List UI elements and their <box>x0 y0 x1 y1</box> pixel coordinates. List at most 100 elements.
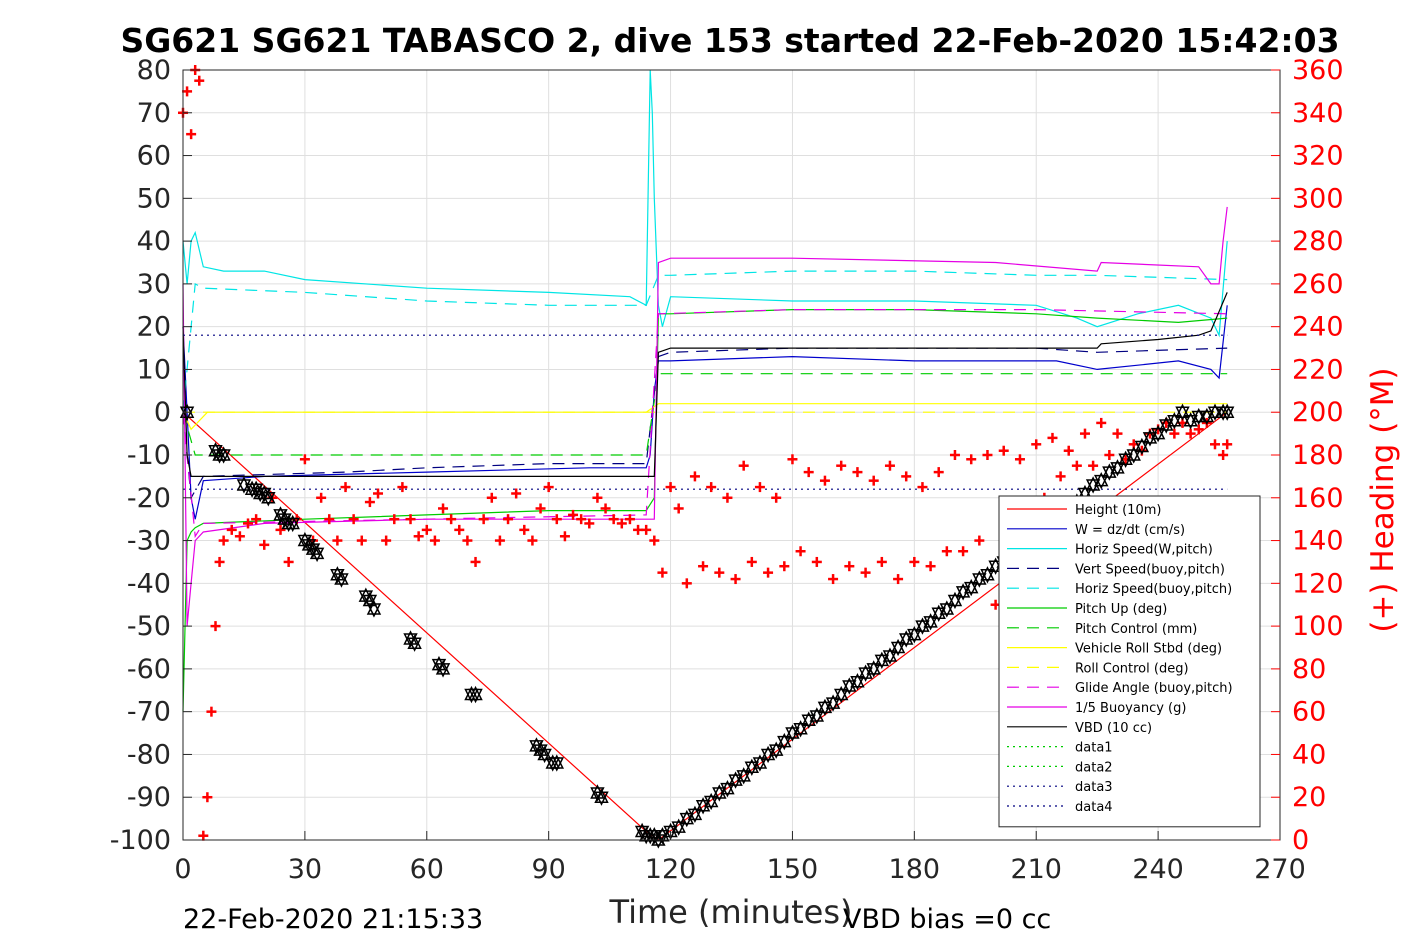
heading-point <box>446 514 457 525</box>
bottom-tick-label: 240 <box>1132 854 1184 885</box>
legend-entry: Horiz Speed(W,pitch) <box>1075 543 1213 558</box>
marker-triangle-down <box>1207 406 1223 421</box>
right-tick-label: 60 <box>1292 697 1326 728</box>
heading-point <box>397 482 408 493</box>
height-marker <box>407 634 422 652</box>
left-tick-label: 50 <box>137 183 171 214</box>
marker-triangle-up <box>907 625 922 641</box>
marker-triangle-up <box>1126 446 1141 461</box>
marker-triangle-down <box>793 723 808 738</box>
marker-triangle-down <box>407 637 422 652</box>
marker-triangle-up <box>435 660 451 675</box>
heading-point <box>381 535 392 546</box>
height-marker <box>366 600 382 618</box>
marker-triangle-up <box>980 566 995 581</box>
legend-entry: Vehicle Roll Stbd (deg) <box>1075 642 1222 657</box>
series-line-10 <box>182 206 1228 627</box>
heading-point <box>576 514 587 525</box>
left-tick-label: 60 <box>137 141 171 172</box>
left-tick-label: 30 <box>137 269 171 300</box>
marker-triangle-down <box>1175 406 1190 421</box>
height-marker <box>1167 412 1182 430</box>
marker-triangle-down <box>768 744 784 759</box>
marker-triangle-up <box>366 600 382 615</box>
height-marker <box>720 779 735 798</box>
marker-triangle-down <box>1134 440 1150 456</box>
marker-triangle-down <box>882 650 898 665</box>
legend-entry: data3 <box>1075 780 1113 795</box>
heading-point <box>673 503 684 514</box>
marker-triangle-up <box>179 403 195 418</box>
marker-triangle-down <box>1094 474 1109 490</box>
height-marker <box>671 818 686 836</box>
marker-triangle-up <box>309 544 325 560</box>
heading-point <box>746 556 757 567</box>
marker-triangle-down <box>720 782 735 798</box>
right-tick-label: 20 <box>1292 782 1326 813</box>
heading-point <box>364 497 375 508</box>
height-marker <box>809 707 825 725</box>
marker-triangle-up <box>1110 459 1125 474</box>
bottom-tick-label: 150 <box>767 854 819 885</box>
marker-triangle-up <box>261 489 276 504</box>
heading-point <box>486 492 497 503</box>
legend-entry: Glide Angle (buoy,pitch) <box>1075 681 1233 696</box>
marker-triangle-down <box>866 663 881 678</box>
heading-point <box>1047 432 1058 443</box>
marker-triangle-up <box>537 745 552 761</box>
marker-triangle-down <box>687 808 703 824</box>
marker-triangle-up <box>939 600 955 615</box>
heading-point <box>884 460 895 471</box>
heading-point <box>1096 417 1107 428</box>
heading-point <box>494 535 505 546</box>
marker-triangle-down <box>947 594 963 610</box>
marker-triangle-down <box>1077 487 1093 503</box>
heading-point <box>641 524 652 535</box>
bottom-tick-label: 270 <box>1254 854 1306 885</box>
height-marker <box>923 613 938 631</box>
x-axis-label: Time (minutes) <box>609 893 853 931</box>
bottom-tick-label: 210 <box>1010 854 1062 885</box>
marker-triangle-down <box>549 757 565 772</box>
heading-point <box>860 567 871 578</box>
heading-point <box>722 492 733 503</box>
marker-triangle-up <box>964 578 979 594</box>
heading-point <box>608 514 619 525</box>
heading-point <box>332 535 343 546</box>
marker-triangle-down <box>1126 449 1141 464</box>
heading-point <box>324 514 335 525</box>
height-marker <box>833 685 849 704</box>
heading-point <box>356 535 367 546</box>
marker-triangle-up <box>1207 403 1223 418</box>
heading-point <box>909 556 920 567</box>
heading-point <box>454 524 465 535</box>
left-tick-label: 80 <box>137 55 171 86</box>
heading-point <box>681 578 692 589</box>
right-tick-label: 240 <box>1292 312 1344 343</box>
marker-triangle-down <box>923 616 938 631</box>
right-tick-label: 140 <box>1292 526 1344 557</box>
heading-point <box>1055 471 1066 482</box>
legend-entry: data4 <box>1075 800 1113 815</box>
marker-triangle-up <box>777 732 792 748</box>
height-marker <box>687 805 703 824</box>
heading-point <box>429 535 440 546</box>
heading-point <box>1063 445 1074 456</box>
marker-triangle-down <box>833 688 849 704</box>
marker-triangle-up <box>1167 412 1182 427</box>
marker-triangle-up <box>736 767 751 782</box>
height-marker <box>1150 424 1166 443</box>
marker-triangle-up <box>833 685 849 701</box>
right-tick-label: 280 <box>1292 226 1344 257</box>
heading-point <box>771 492 782 503</box>
heading-point <box>624 514 635 525</box>
marker-triangle-up <box>793 720 808 735</box>
heading-point <box>1014 454 1025 465</box>
heading-point <box>1209 439 1220 450</box>
marker-triangle-up <box>216 446 231 461</box>
height-marker <box>890 638 906 657</box>
bottom-tick-label: 120 <box>645 854 697 885</box>
heading-point <box>714 567 725 578</box>
right-tick-label: 300 <box>1292 183 1344 214</box>
marker-triangle-down <box>1150 427 1166 443</box>
